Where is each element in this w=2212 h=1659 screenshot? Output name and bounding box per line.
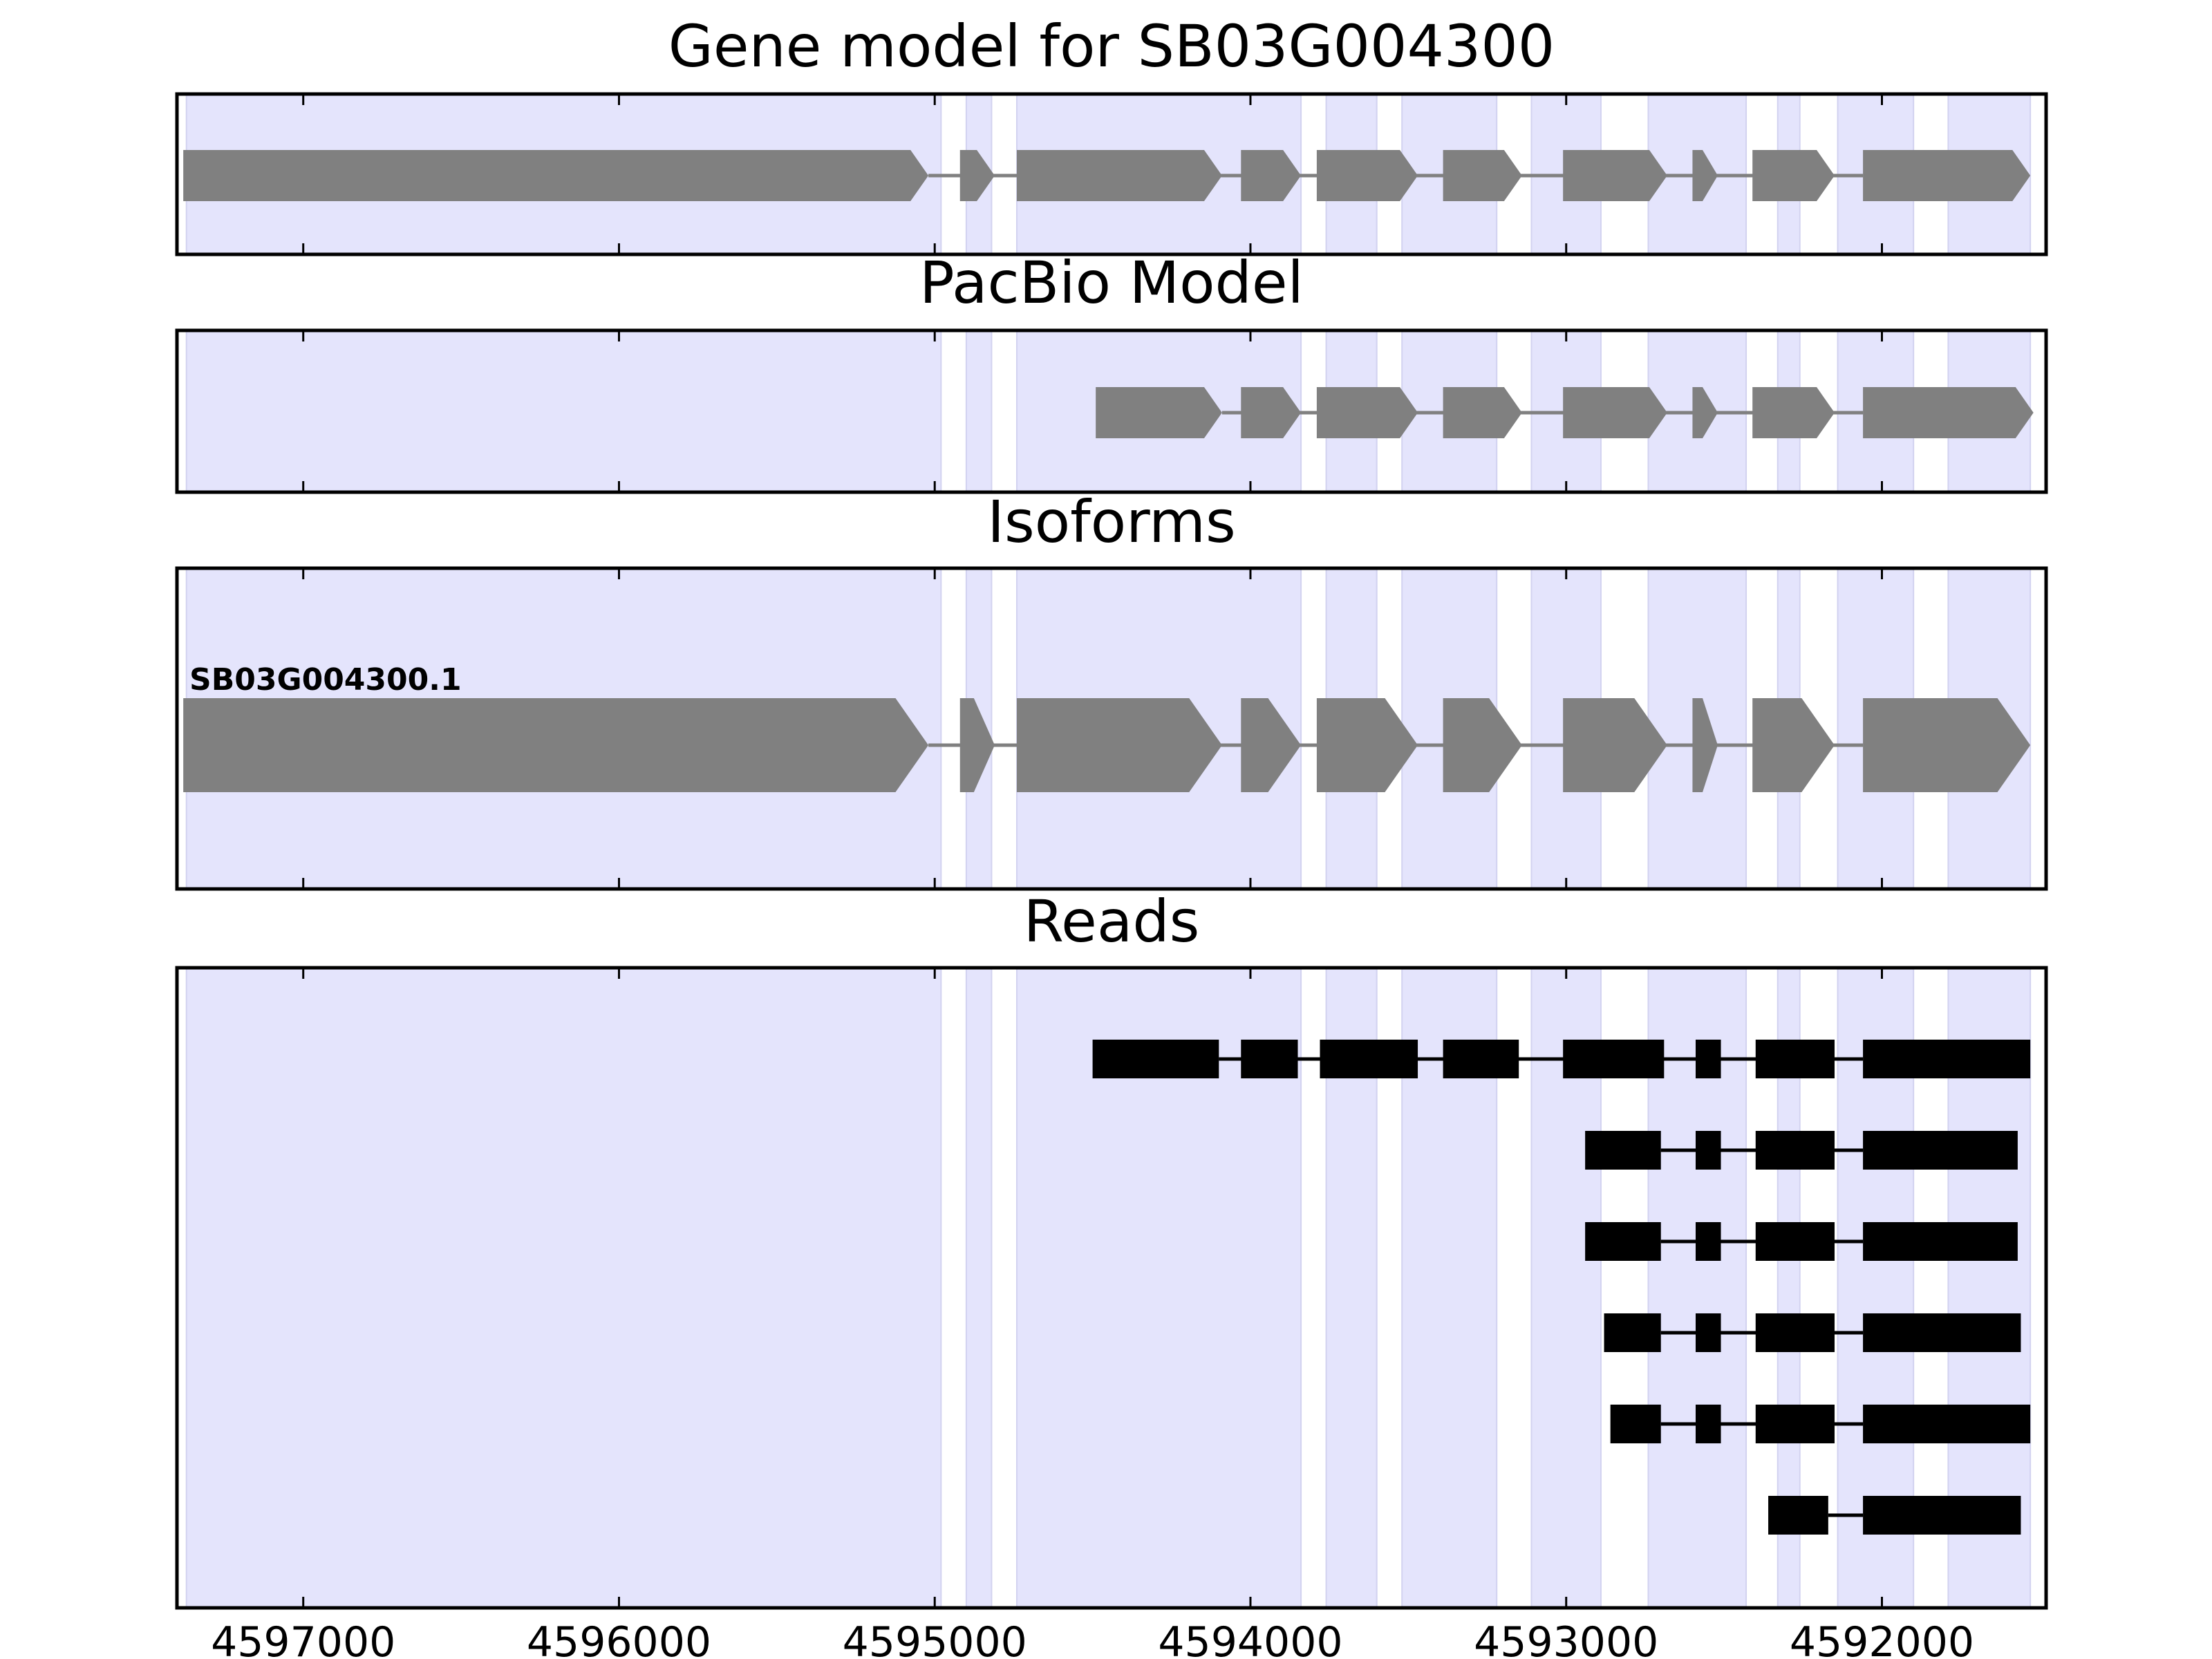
exon-arrow [1016,150,1222,201]
shaded-exon-region [965,330,993,493]
gene-model-track: SB03G004300.1 [183,662,2031,792]
exon-arrow [1563,150,1667,201]
exon-arrow [1016,698,1222,792]
x-tick-label: 4592000 [1790,1618,1974,1659]
read-exon [1696,1131,1721,1170]
read-exon [1768,1496,1828,1535]
panel-3: Isoforms SB03G004300.1 [175,488,2048,891]
gene-model-track [1096,387,2034,438]
panel-2: PacBio Model [175,249,2048,494]
read-exon [1755,1040,1835,1078]
x-tick-label: 4595000 [843,1618,1027,1659]
read-exon [1755,1313,1835,1352]
shaded-exon-region [185,967,942,1609]
read-exon [1696,1313,1721,1352]
exon-arrow [1241,150,1302,201]
exon-arrow [1563,387,1667,438]
isoform-label: SB03G004300.1 [189,662,462,697]
exon-arrow [183,150,929,201]
read-exon [1585,1222,1661,1261]
x-axis: 4597000 4596000 4595000 4594000 4593000 45920… [211,1618,1974,1659]
gene-model-track [183,150,2031,201]
exon-arrow [1241,387,1302,438]
panel-frame [175,92,2048,256]
panels-layer: Gene model for SB03G004300 PacBio Model Is… [175,12,2048,1610]
panel-title: Isoforms [987,488,1236,556]
read-exon [1443,1040,1519,1078]
x-tick-label: 4596000 [527,1618,711,1659]
read-exon [1604,1313,1661,1352]
read-exon [1755,1222,1835,1261]
read-track [1604,1313,2021,1352]
read-exon [1863,1313,2021,1352]
exon-arrow [1563,698,1667,792]
panel-1: Gene model for SB03G004300 [175,12,2048,256]
exon-arrow [1752,150,1835,201]
panel-4: Reads [175,888,2048,1610]
read-exon [1610,1405,1661,1443]
exon-arrow [959,150,995,201]
shaded-exon-region [965,967,993,1609]
exon-arrow [1316,150,1418,201]
read-exon [1563,1040,1665,1078]
read-exon [1755,1131,1835,1170]
exon-arrow [959,698,995,792]
exon-arrow [1752,387,1835,438]
exon-arrow [1443,150,1522,201]
read-exon [1755,1405,1835,1443]
read-track [1585,1131,2018,1170]
exon-arrow [1096,387,1222,438]
read-track [1610,1405,2031,1443]
read-exon [1863,1405,2031,1443]
read-exon [1696,1040,1721,1078]
exon-arrow [1241,698,1302,792]
read-exon [1863,1222,2018,1261]
exon-arrow [1692,698,1718,792]
exon-arrow [1863,698,2031,792]
exon-arrow [1443,698,1522,792]
exon-arrow [1316,698,1418,792]
panel-title: PacBio Model [919,249,1304,317]
exon-arrow [1752,698,1835,792]
shaded-exon-region [185,330,942,493]
panel-frame [175,566,2048,891]
read-exon [1696,1222,1721,1261]
read-exon [1320,1040,1418,1078]
read-track [1092,1040,2031,1078]
exon-arrow [1316,387,1418,438]
exon-arrow [1692,150,1718,201]
panel-title: Reads [1024,888,1200,955]
panel-title: Gene model for SB03G004300 [668,12,1555,80]
read-exon [1696,1405,1721,1443]
read-track [1585,1222,2018,1261]
panel-frame [175,328,2048,494]
read-exon [1585,1131,1661,1170]
x-tick-label: 4593000 [1474,1618,1658,1659]
exon-arrow [183,698,929,792]
panel-frame [175,966,2048,1610]
exon-arrow [1443,387,1522,438]
read-exon [1863,1496,2021,1535]
exon-arrow [1863,387,2034,438]
x-tick-label: 4594000 [1158,1618,1342,1659]
read-exon [1092,1040,1219,1078]
read-exon [1863,1040,2031,1078]
read-exon [1863,1131,2018,1170]
read-exon [1241,1040,1298,1078]
x-tick-label: 4597000 [211,1618,395,1659]
exon-arrow [1863,150,2031,201]
read-track [1768,1496,2021,1535]
exon-arrow [1692,387,1718,438]
